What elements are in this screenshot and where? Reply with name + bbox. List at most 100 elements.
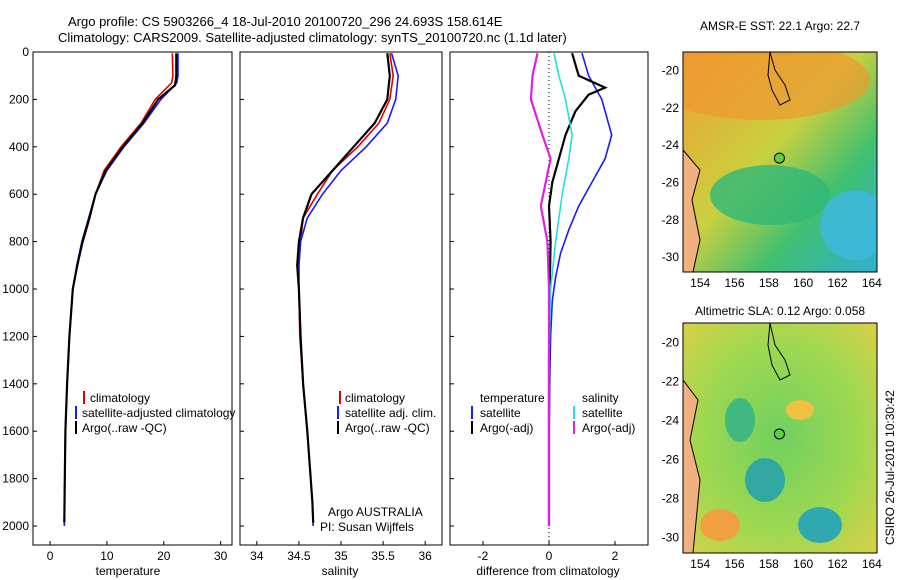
map-y-tick-label: -26 (662, 176, 680, 190)
legend-sal-satellite: satellite (582, 406, 623, 420)
map-y-tick-label: -22 (662, 101, 680, 115)
map-x-tick-label: 156 (724, 276, 744, 290)
map-y-tick-label: -20 (662, 64, 680, 78)
map-x-tick-label: 154 (690, 276, 710, 290)
legend-satellite: satellite-adjusted climatology (82, 406, 235, 420)
y-tick-label: 2000 (2, 519, 29, 533)
sst-map-frame (682, 51, 878, 273)
series-line-argo (296, 53, 391, 523)
map-x-tick-label: 162 (827, 276, 847, 290)
x-tick-label: 10 (100, 549, 114, 563)
map-x-tick-label: 158 (759, 557, 779, 571)
y-tick-label: 200 (9, 92, 29, 106)
legend-climatology: climatology (90, 391, 150, 405)
header-line-2: Climatology: CARS2009. Satellite-adjuste… (58, 30, 567, 45)
y-tick-label: 1200 (2, 329, 29, 343)
argo-location-marker (773, 152, 785, 164)
map-x-tick-label: 160 (793, 276, 813, 290)
map-y-tick-label: -28 (662, 491, 680, 505)
sla-map-frame (682, 322, 878, 554)
sla-map-title: Altimetric SLA: 0.12 Argo: 0.058 (695, 304, 865, 318)
y-tick-label: 800 (9, 235, 29, 249)
map-y-tick-label: -28 (662, 213, 680, 227)
salinity-axes (239, 51, 443, 546)
series-line-satellite (298, 52, 400, 527)
map-y-tick-label: -24 (662, 413, 680, 427)
series-line-temperature-argo (547, 52, 608, 526)
sla-map: Altimetric SLA: 0.12 Argo: 0.058 (682, 304, 878, 554)
x-tick-label: 2 (612, 549, 619, 563)
x-tick-label: 0 (47, 549, 54, 563)
sla-land (683, 380, 700, 553)
legend-temperature: temperature (480, 391, 545, 405)
temperature-legend: climatology satellite-adjusted climatolo… (75, 391, 235, 435)
temperature-xlabel: temperature (96, 564, 161, 578)
map-x-tick-label: 156 (724, 557, 744, 571)
x-tick-label: 35.5 (371, 549, 395, 563)
salinity-xlabel: salinity (322, 564, 359, 578)
map-y-tick-label: -30 (662, 250, 680, 264)
series-line-climatology (63, 53, 174, 527)
sst-map: AMSR-E SST: 22.1 Argo: 22.7 (682, 19, 878, 273)
x-tick-label: -2 (478, 549, 489, 563)
header-line-1: Argo profile: CS 5903266_4 18-Jul-2010 2… (68, 14, 503, 29)
x-tick-label: 35 (334, 549, 348, 563)
sla-reef (767, 323, 791, 381)
sst-map-title: AMSR-E SST: 22.1 Argo: 22.7 (700, 19, 860, 33)
sst-cool-patch (820, 190, 877, 260)
map-x-tick-label: 164 (862, 557, 882, 571)
csiro-timestamp: CSIRO 26-Jul-2010 10:30:42 (883, 390, 897, 545)
sla-low-patch (725, 398, 755, 442)
map-y-tick-label: -24 (662, 138, 680, 152)
y-tick-label: 400 (9, 140, 29, 154)
y-tick-label: 1400 (2, 377, 29, 391)
sla-coastline (683, 379, 701, 553)
y-tick-label: 600 (9, 187, 29, 201)
series-line-satellite (63, 53, 179, 527)
x-tick-label: 30 (214, 549, 228, 563)
sla-high-patch (700, 509, 740, 541)
x-tick-label: 34.5 (287, 549, 311, 563)
map-x-tick-label: 160 (793, 557, 813, 571)
map-x-tick-label: 154 (690, 557, 710, 571)
y-tick-label: 1800 (2, 472, 29, 486)
sla-low-patch (745, 458, 785, 502)
map-y-tick-label: -26 (662, 452, 680, 466)
legend-argo: Argo(..raw -QC) (82, 421, 167, 435)
legend-temp-argo: Argo(-adj) (480, 421, 533, 435)
x-tick-label: 34 (250, 549, 264, 563)
legend-argo: Argo(..raw -QC) (345, 421, 430, 435)
legend-salinity: salinity (582, 391, 619, 405)
sst-reef (767, 52, 791, 106)
sst-warm-patch (683, 52, 870, 120)
map-x-tick-label: 164 (862, 276, 882, 290)
map-y-tick-label: -30 (662, 530, 680, 544)
series-line-salinity-argo (529, 52, 552, 526)
legend-sal-argo: Argo(-adj) (582, 421, 635, 435)
y-tick-label: 1600 (2, 424, 29, 438)
y-tick-label: 0 (22, 45, 29, 59)
map-x-tick-label: 158 (759, 276, 779, 290)
sst-land (683, 150, 700, 272)
legend-temp-satellite: satellite (480, 406, 521, 420)
map-y-tick-label: -22 (662, 374, 680, 388)
series-line-argo (63, 53, 178, 523)
series-line-climatology (298, 53, 395, 527)
salinity-legend: climatology satellite adj. clim. Argo(..… (337, 391, 436, 435)
difference-legend: temperature satellite Argo(-adj) salinit… (471, 391, 635, 435)
x-tick-label: 0 (546, 549, 553, 563)
argo-pi: PI: Susan Wijffels (320, 520, 414, 534)
sst-green-patch (710, 165, 830, 225)
series-line-salinity-satellite (548, 53, 573, 526)
map-y-tick-label: -20 (662, 335, 680, 349)
map-x-tick-label: 162 (827, 557, 847, 571)
sst-coastline (683, 149, 701, 272)
legend-climatology: climatology (345, 391, 405, 405)
sla-high-patch (786, 400, 814, 420)
series-line-temperature-satellite (548, 52, 613, 526)
sla-low-patch (798, 507, 842, 543)
argo-agency: Argo AUSTRALIA (328, 505, 423, 519)
x-tick-label: 20 (157, 549, 171, 563)
x-tick-label: 36 (418, 549, 432, 563)
